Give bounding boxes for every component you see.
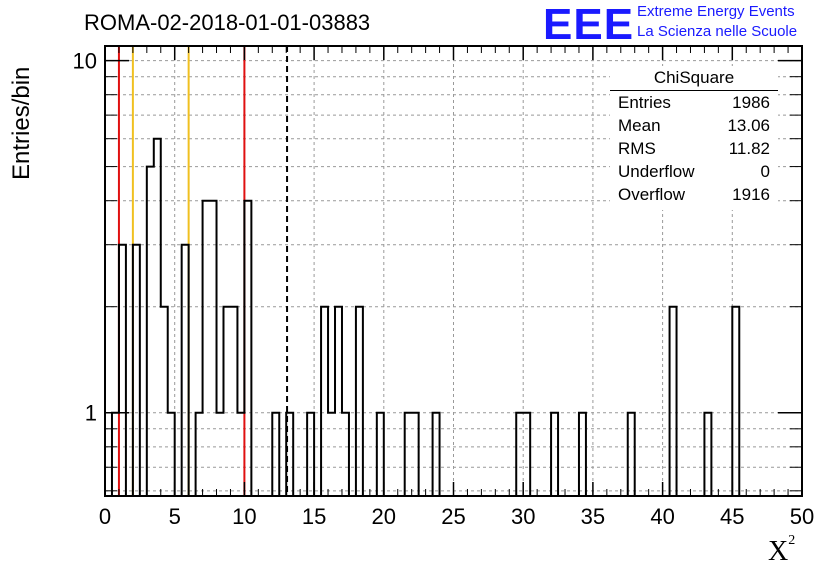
x-tick-label: 10 bbox=[232, 504, 256, 529]
stats-key: Mean bbox=[618, 116, 661, 135]
eee-logo: EEE bbox=[543, 0, 635, 49]
histogram-bin bbox=[328, 413, 335, 496]
stats-title: ChiSquare bbox=[653, 68, 735, 87]
stats-box: ChiSquare Entries 1986 Mean 13.06 RMS 11… bbox=[610, 66, 778, 210]
stats-key: Overflow bbox=[618, 185, 686, 204]
histogram-bin bbox=[412, 413, 419, 496]
logo-line-2: La Scienza nelle Scuole bbox=[637, 23, 798, 40]
histogram-bin bbox=[217, 413, 224, 496]
histogram-bin bbox=[133, 245, 140, 496]
stats-row-mean: Mean 13.06 bbox=[618, 116, 770, 138]
x-tick-label: 50 bbox=[790, 504, 814, 529]
x-axis-label-base: X bbox=[768, 536, 789, 567]
histogram-bin bbox=[579, 413, 586, 496]
histogram-bin bbox=[168, 413, 175, 496]
stats-value: 11.82 bbox=[728, 139, 770, 158]
stats-value: 0 bbox=[760, 162, 770, 181]
histogram-bin bbox=[433, 413, 440, 496]
axis-ticks bbox=[104, 46, 803, 496]
stats-row-underflow: Underflow 0 bbox=[618, 162, 770, 184]
stats-row-entries: Entries 1986 bbox=[618, 93, 770, 115]
stats-row-overflow: Overflow 1916 bbox=[618, 185, 770, 207]
histogram-bin bbox=[523, 413, 530, 496]
stats-key: Underflow bbox=[618, 162, 695, 181]
histogram-bin bbox=[119, 245, 126, 496]
histogram-bin bbox=[628, 413, 635, 496]
histogram-bin bbox=[112, 413, 119, 496]
x-tick-label: 30 bbox=[511, 504, 535, 529]
x-tick-label: 5 bbox=[169, 504, 181, 529]
histogram-bin bbox=[286, 413, 293, 496]
x-tick-label: 45 bbox=[720, 504, 744, 529]
stats-key: RMS bbox=[618, 139, 656, 158]
stats-value: 1986 bbox=[732, 93, 770, 112]
x-tick-label: 25 bbox=[441, 504, 465, 529]
histogram-bin bbox=[405, 413, 412, 496]
stats-row-rms: RMS 11.82 bbox=[618, 139, 770, 161]
x-tick-label: 0 bbox=[99, 504, 111, 529]
y-tick-label: 10 bbox=[73, 49, 97, 74]
histogram-bin bbox=[516, 413, 523, 496]
x-tick-label: 35 bbox=[581, 504, 605, 529]
histogram-bin bbox=[154, 139, 161, 496]
x-axis-label-sup: 2 bbox=[788, 532, 796, 548]
histogram-bin bbox=[237, 413, 244, 496]
stats-value: 13.06 bbox=[727, 116, 770, 135]
x-axis-label: X2 bbox=[768, 532, 796, 568]
x-tick-label: 20 bbox=[372, 504, 396, 529]
histogram-bin bbox=[704, 413, 711, 496]
logo-line-1: Extreme Energy Events bbox=[637, 3, 795, 20]
chart-title: ROMA-02-2018-01-01-03883 bbox=[84, 10, 371, 35]
histogram-bin bbox=[342, 413, 349, 496]
tick-labels: 0 5 10 15 20 25 30 35 40 45 50 1 10 bbox=[73, 49, 815, 529]
x-tick-label: 15 bbox=[302, 504, 326, 529]
histogram-bin bbox=[377, 413, 384, 496]
histogram-bin bbox=[551, 413, 558, 496]
histogram-bin bbox=[272, 413, 279, 496]
x-tick-label: 40 bbox=[650, 504, 674, 529]
histogram-bin bbox=[182, 245, 189, 496]
histogram-bin bbox=[196, 413, 203, 496]
stats-divider bbox=[610, 90, 778, 91]
stats-value: 1916 bbox=[732, 185, 770, 204]
histogram-bin bbox=[307, 413, 314, 496]
stats-key: Entries bbox=[618, 93, 671, 112]
y-tick-label: 1 bbox=[85, 401, 97, 426]
